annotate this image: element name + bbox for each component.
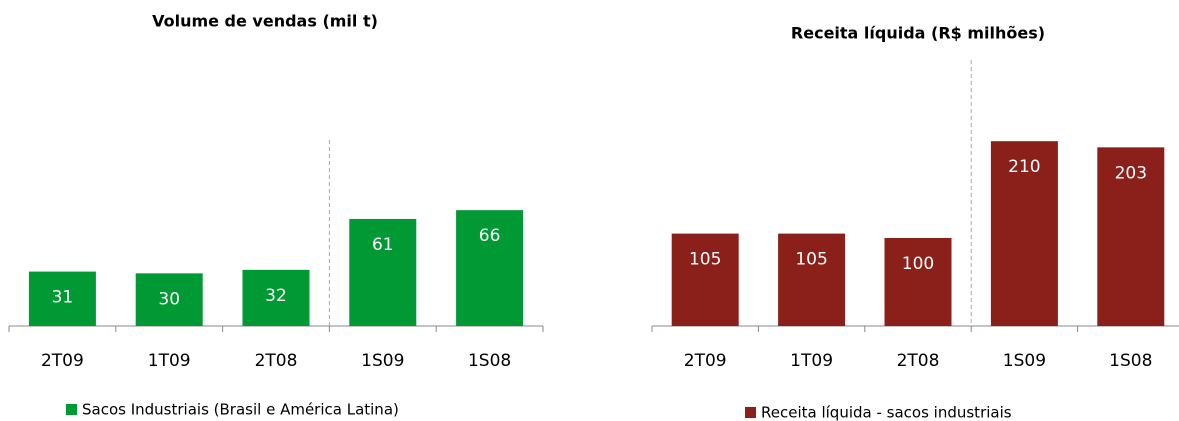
x-tick-label: 1S09 [361,351,404,371]
chart-title: Receita líquida (R$ milhões) [791,24,1045,43]
x-tick-label: 2T09 [684,351,727,371]
value-label: 30 [158,289,180,309]
value-label: 100 [902,254,934,274]
bar [135,273,203,326]
legend-swatch [66,404,77,415]
value-label: 32 [265,286,287,306]
x-tick-label: 2T09 [41,351,84,371]
x-tick-label: 2T08 [897,351,940,371]
value-label: 203 [1115,163,1147,183]
x-tick-label: 1S08 [468,351,511,371]
bar [28,271,96,326]
value-label: 61 [372,235,394,255]
bar [884,238,952,326]
bar [671,233,739,326]
legend-swatch [745,407,756,418]
x-tick-label: 1S09 [1003,351,1046,371]
bar [1097,147,1165,326]
x-tick-label: 1T09 [790,351,833,371]
value-label: 31 [52,288,74,308]
bar [990,141,1058,326]
chart-title: Volume de vendas (mil t) [152,12,378,31]
value-label: 105 [689,250,721,270]
x-tick-label: 1T09 [148,351,191,371]
value-label: 66 [479,226,501,246]
bar [778,233,846,326]
value-label: 210 [1008,157,1040,177]
x-tick-label: 2T08 [255,351,298,371]
legend-label: Sacos Industriais (Brasil e América Lati… [82,401,399,419]
bar [456,210,524,326]
bar [242,269,310,326]
value-label: 105 [795,250,827,270]
x-tick-label: 1S08 [1109,351,1152,371]
bar [349,218,417,326]
legend-label: Receita líquida - sacos industriais [761,404,1012,421]
